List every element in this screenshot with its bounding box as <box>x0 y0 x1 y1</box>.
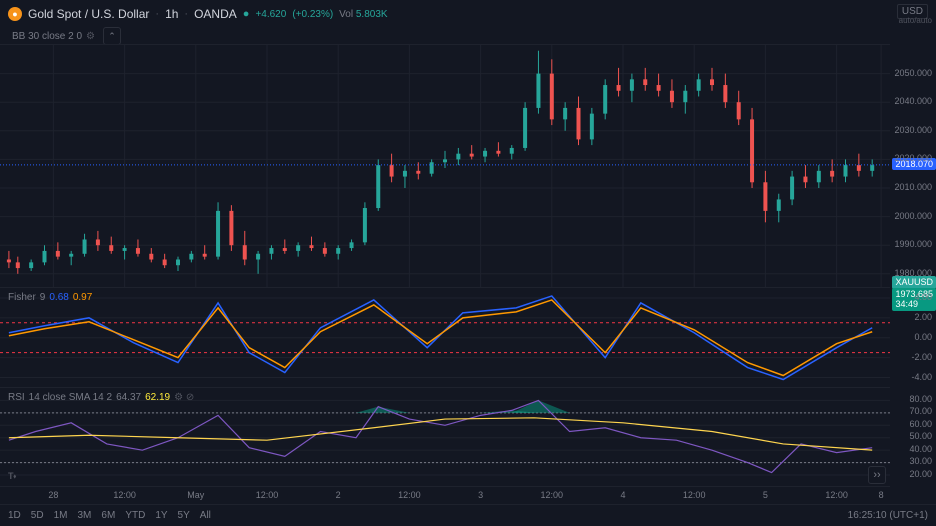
time-label: 12:00 <box>683 490 706 500</box>
candlestick-chart <box>0 45 890 287</box>
time-label: 12:00 <box>256 490 279 500</box>
timeframe-6M[interactable]: 6M <box>101 510 115 521</box>
interval-label[interactable]: 1h <box>165 7 178 21</box>
fisher-legend: Fisher 9 0.68 0.97 <box>8 292 92 303</box>
fisher-pane[interactable]: Fisher 9 0.68 0.97 <box>0 287 890 386</box>
rsi-pane[interactable]: RSI 14 close SMA 14 2 64.37 62.19 ⚙ ⊘ <box>0 387 890 486</box>
separator: · <box>155 8 159 20</box>
time-label: May <box>187 490 204 500</box>
time-label: 12:00 <box>541 490 564 500</box>
timeframe-YTD[interactable]: YTD <box>125 510 145 521</box>
time-label: 28 <box>48 490 58 500</box>
timeframe-1D[interactable]: 1D <box>8 510 21 521</box>
rsi-settings-icon[interactable]: ⚙ ⊘ <box>174 392 194 403</box>
expand-button[interactable]: ⌃ <box>103 27 121 45</box>
timeframe-All[interactable]: All <box>200 510 211 521</box>
timeframe-5Y[interactable]: 5Y <box>178 510 190 521</box>
timeframe-5D[interactable]: 5D <box>31 510 44 521</box>
time-axis[interactable]: 28 12:00 May 12:00 2 12:00 3 12:00 4 12:00 5 12:00 8 <box>0 486 890 504</box>
timeframe-3M[interactable]: 3M <box>78 510 92 521</box>
time-label: 12:00 <box>113 490 136 500</box>
timeframe-1M[interactable]: 1M <box>54 510 68 521</box>
goto-date-button[interactable]: ›› <box>868 466 886 484</box>
timeframe-1Y[interactable]: 1Y <box>155 510 167 521</box>
price-pane[interactable]: 2018.070 XAUUSD 1973.685 34:49 <box>0 44 890 287</box>
volume-label: Vol 5.803K <box>339 9 387 20</box>
time-label: 4 <box>620 490 625 500</box>
price-change: +4.620 <box>255 9 286 20</box>
time-label: 12:00 <box>825 490 848 500</box>
instrument-icon: ● <box>8 7 22 21</box>
time-label: 12:00 <box>398 490 421 500</box>
rsi-legend: RSI 14 close SMA 14 2 64.37 62.19 ⚙ ⊘ <box>8 392 194 403</box>
symbol-title[interactable]: Gold Spot / U.S. Dollar <box>28 7 149 21</box>
separator: · <box>184 8 188 20</box>
bottom-toolbar: 1D 5D 1M 3M 6M YTD 1Y 5Y All 16:25:10 (UTC+1) <box>0 504 936 526</box>
time-label: 3 <box>478 490 483 500</box>
time-label: 8 <box>879 490 884 500</box>
time-label: 5 <box>763 490 768 500</box>
scale-mode: auto/auto <box>899 16 932 25</box>
timeframe-buttons: 1D 5D 1M 3M 6M YTD 1Y 5Y All <box>8 510 211 521</box>
indicator-legend: BB 30 close 2 0 ⚙ ⌃ <box>0 28 936 44</box>
price-axis[interactable]: 1980.0001990.0002000.0002010.0002020.000… <box>890 44 936 486</box>
clock[interactable]: 16:25:10 (UTC+1) <box>848 510 928 521</box>
time-label: 2 <box>336 490 341 500</box>
price-change-pct: (+0.23%) <box>292 9 333 20</box>
chart-header: ● Gold Spot / U.S. Dollar · 1h · OANDA ●… <box>0 0 936 28</box>
fisher-chart <box>0 288 890 386</box>
exchange-label: OANDA <box>194 7 237 21</box>
gear-icon[interactable]: ⚙ <box>86 31 95 42</box>
tradingview-logo[interactable]: T⬪ <box>8 471 16 482</box>
bb-indicator-label[interactable]: BB 30 close 2 0 <box>12 31 82 42</box>
status-dot: ● <box>243 8 250 20</box>
